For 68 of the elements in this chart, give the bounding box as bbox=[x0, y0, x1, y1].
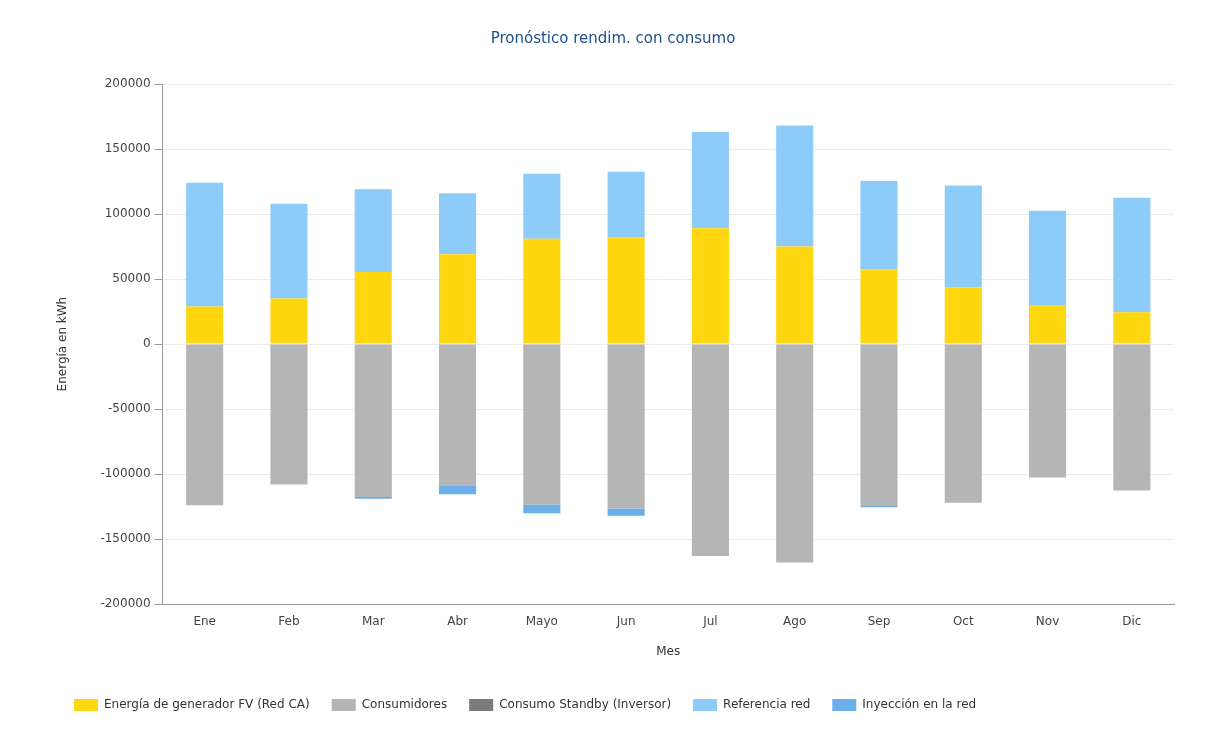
bar bbox=[439, 344, 477, 486]
bar bbox=[1113, 312, 1151, 344]
bar bbox=[944, 344, 982, 503]
y-axis-title: Energía en kWh bbox=[55, 296, 70, 392]
x-tick-label: Ago bbox=[783, 613, 807, 628]
bar bbox=[776, 246, 814, 344]
bar bbox=[1029, 210, 1067, 306]
bar bbox=[186, 182, 224, 307]
bar bbox=[776, 125, 814, 247]
y-tick-label: 150000 bbox=[104, 141, 151, 156]
y-tick-label: -150000 bbox=[100, 531, 151, 546]
bar bbox=[691, 228, 729, 344]
y-tick-label: -200000 bbox=[100, 596, 151, 611]
y-tick-label: -50000 bbox=[108, 401, 151, 416]
bar bbox=[1113, 197, 1151, 313]
bar bbox=[944, 185, 982, 288]
bar bbox=[944, 287, 982, 344]
x-axis-title: Mes bbox=[656, 643, 681, 658]
bar bbox=[860, 180, 898, 270]
x-tick-label: Mayo bbox=[525, 613, 558, 628]
x-tick-label: Oct bbox=[952, 613, 974, 628]
y-tick-label: 50000 bbox=[112, 271, 151, 286]
bar bbox=[860, 344, 898, 507]
y-tick-label: 200000 bbox=[104, 76, 151, 91]
y-tick-label: 100000 bbox=[104, 206, 151, 221]
bar bbox=[270, 298, 308, 344]
x-tick-label: Dic bbox=[1122, 613, 1142, 628]
x-tick-label: Abr bbox=[447, 613, 468, 628]
x-tick-label: Ene bbox=[193, 613, 216, 628]
bar bbox=[607, 508, 645, 516]
bar bbox=[523, 173, 561, 239]
x-tick-label: Feb bbox=[278, 613, 300, 628]
bar bbox=[691, 344, 729, 557]
x-tick-label: Jul bbox=[702, 613, 718, 628]
y-tick-label: -100000 bbox=[100, 466, 151, 481]
bar bbox=[860, 269, 898, 344]
bar bbox=[523, 344, 561, 505]
legend-label: Consumo Standby (Inversor) bbox=[499, 697, 672, 712]
legend-label: Consumidores bbox=[361, 697, 448, 712]
bar bbox=[523, 238, 561, 344]
bar bbox=[1029, 305, 1067, 344]
bar bbox=[439, 485, 477, 495]
bar bbox=[270, 203, 308, 299]
bar bbox=[607, 344, 645, 509]
bar bbox=[691, 132, 729, 229]
legend-label: Energía de generador FV (Red CA) bbox=[104, 697, 310, 712]
x-tick-label: Sep bbox=[867, 613, 891, 628]
x-tick-label: Mar bbox=[361, 613, 385, 628]
chart-title: Pronóstico rendim. con consumo bbox=[490, 28, 736, 47]
bar bbox=[186, 344, 224, 506]
bar bbox=[607, 237, 645, 344]
bar bbox=[607, 171, 645, 238]
bar bbox=[776, 344, 814, 563]
bar bbox=[186, 306, 224, 344]
bar bbox=[354, 344, 392, 497]
legend-label: Inyección en la red bbox=[862, 697, 977, 712]
bar bbox=[523, 504, 561, 514]
bar bbox=[439, 254, 477, 344]
bar bbox=[354, 271, 392, 344]
bar bbox=[354, 189, 392, 272]
bar bbox=[1029, 344, 1067, 478]
y-tick-label: 0 bbox=[142, 336, 151, 351]
bar bbox=[1113, 344, 1151, 491]
x-tick-label: Nov bbox=[1035, 613, 1060, 628]
bar bbox=[439, 193, 477, 255]
bar bbox=[270, 344, 308, 485]
legend-label: Referencia red bbox=[723, 697, 811, 712]
x-tick-label: Jun bbox=[615, 613, 636, 628]
